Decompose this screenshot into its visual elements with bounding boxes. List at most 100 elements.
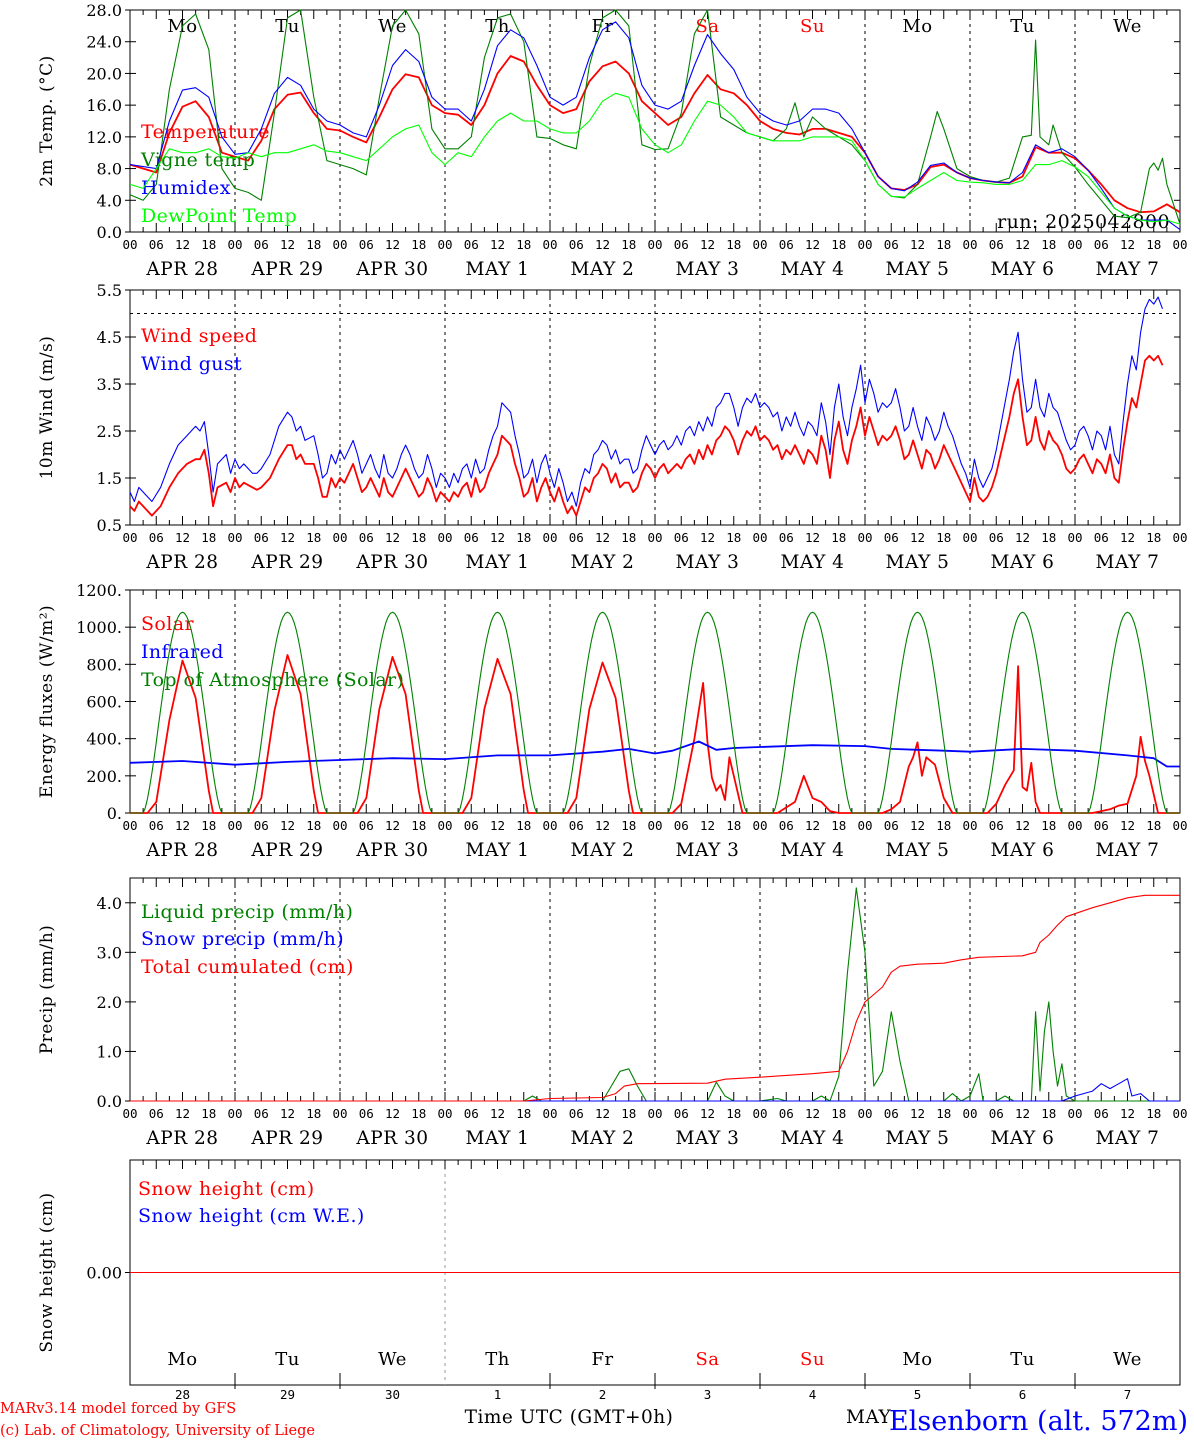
weekday-label: Mo bbox=[902, 16, 932, 37]
precip-date-label: MAY 4 bbox=[781, 1128, 845, 1149]
energy-legend-infrared: Infrared bbox=[141, 641, 224, 663]
energy-hour-label: 06 bbox=[884, 818, 899, 833]
energy-hour-label: 18 bbox=[621, 818, 636, 833]
precip-hour-label: 00 bbox=[227, 1106, 242, 1121]
wind-hour-label: 06 bbox=[359, 530, 374, 545]
wind-hour-label: 12 bbox=[700, 530, 715, 545]
energy-date-label: MAY 5 bbox=[886, 840, 950, 861]
precip-hour-label: 00 bbox=[752, 1106, 767, 1121]
precip-hour-label: 18 bbox=[726, 1106, 741, 1121]
wind-date-label: APR 28 bbox=[145, 552, 218, 573]
temp-y-tick-label: 0.0 bbox=[97, 223, 122, 242]
energy-hour-label: 00 bbox=[1172, 818, 1187, 833]
snow-day-number: 6 bbox=[1019, 1387, 1027, 1402]
wind-hour-label: 18 bbox=[1146, 530, 1161, 545]
weekday-label: Tu bbox=[275, 16, 300, 37]
wind-hour-label: 18 bbox=[201, 530, 216, 545]
temp-hour-label: 06 bbox=[254, 237, 269, 252]
energy-hour-label: 00 bbox=[437, 818, 452, 833]
precip-hour-label: 00 bbox=[437, 1106, 452, 1121]
wind-hour-label: 18 bbox=[621, 530, 636, 545]
temp-hour-label: 06 bbox=[779, 237, 794, 252]
precip-date-label: MAY 1 bbox=[466, 1128, 530, 1149]
wind-y-tick-label: 4.5 bbox=[97, 328, 122, 347]
snow-weekday-label: Tu bbox=[275, 1349, 300, 1370]
energy-hour-label: 06 bbox=[359, 818, 374, 833]
precip-hour-label: 00 bbox=[1067, 1106, 1082, 1121]
temp-hour-label: 06 bbox=[359, 237, 374, 252]
temp-hour-label: 06 bbox=[464, 237, 479, 252]
wind-date-label: MAY 3 bbox=[676, 552, 740, 573]
precip-legend-cumulated: Total cumulated (cm) bbox=[141, 956, 354, 978]
energy-y-tick-label: 0. bbox=[107, 804, 122, 823]
wind-hour-label: 00 bbox=[647, 530, 662, 545]
temp-date-label: APR 28 bbox=[145, 259, 218, 280]
energy-hour-label: 12 bbox=[490, 818, 505, 833]
precip-hour-label: 06 bbox=[884, 1106, 899, 1121]
panels: 0.04.08.012.016.020.024.028.02m Temp. (°… bbox=[37, 1, 1188, 1402]
precip-y-tick-label: 2.0 bbox=[97, 993, 122, 1012]
weekday-label: Sa bbox=[695, 16, 719, 37]
wind-hour-label: 00 bbox=[857, 530, 872, 545]
energy-date-label: APR 30 bbox=[355, 840, 428, 861]
temp-hour-label: 12 bbox=[280, 237, 295, 252]
x-axis-title: Time UTC (GMT+0h) bbox=[465, 1407, 674, 1428]
wind-hour-label: 12 bbox=[280, 530, 295, 545]
wind-date-label: MAY 7 bbox=[1096, 552, 1160, 573]
precip-hour-label: 12 bbox=[385, 1106, 400, 1121]
energy-series-solar bbox=[130, 654, 1180, 814]
snow-day-number: 1 bbox=[494, 1387, 502, 1402]
energy-date-label: MAY 2 bbox=[571, 840, 635, 861]
precip-hour-label: 18 bbox=[936, 1106, 951, 1121]
temp-hour-label: 12 bbox=[1120, 237, 1135, 252]
temp-date-label: APR 30 bbox=[355, 259, 428, 280]
precip-hour-label: 12 bbox=[1120, 1106, 1135, 1121]
temp-hour-label: 06 bbox=[884, 237, 899, 252]
wind-date-label: MAY 6 bbox=[991, 552, 1055, 573]
wind-hour-label: 12 bbox=[805, 530, 820, 545]
temp-series-vigne bbox=[129, 9, 1181, 225]
bottom-month-label: MAY bbox=[846, 1407, 892, 1428]
wind-y-tick-label: 1.5 bbox=[97, 469, 122, 488]
energy-y-tick-label: 600. bbox=[86, 693, 122, 712]
energy-hour-label: 18 bbox=[1041, 818, 1056, 833]
energy-date-label: MAY 4 bbox=[781, 840, 845, 861]
wind-hour-label: 06 bbox=[674, 530, 689, 545]
temp-date-label: MAY 7 bbox=[1096, 259, 1160, 280]
precip-date-label: MAY 3 bbox=[676, 1128, 740, 1149]
snow-weekday-label: We bbox=[1113, 1349, 1142, 1370]
wind-y-label: 10m Wind (m/s) bbox=[37, 336, 57, 480]
snow-weekday-label: Fr bbox=[591, 1349, 613, 1370]
wind-y-tick-label: 5.5 bbox=[97, 281, 122, 300]
energy-date-label: MAY 6 bbox=[991, 840, 1055, 861]
temp-y-tick-label: 8.0 bbox=[97, 160, 122, 179]
temp-y-tick-label: 16.0 bbox=[86, 96, 122, 115]
snow-day-number: 5 bbox=[914, 1387, 922, 1402]
energy-hour-label: 12 bbox=[700, 818, 715, 833]
energy-y-label: Energy fluxes (W/m²) bbox=[37, 605, 57, 798]
temp-hour-label: 12 bbox=[595, 237, 610, 252]
temp-date-label: MAY 6 bbox=[991, 259, 1055, 280]
wind-legend-wind_gust: Wind gust bbox=[141, 353, 242, 375]
wind-hour-label: 00 bbox=[962, 530, 977, 545]
precip-hour-label: 06 bbox=[149, 1106, 164, 1121]
temp-hour-label: 00 bbox=[122, 237, 137, 252]
wind-date-label: APR 29 bbox=[250, 552, 323, 573]
temp-date-label: MAY 3 bbox=[676, 259, 740, 280]
precip-date-label: MAY 7 bbox=[1096, 1128, 1160, 1149]
energy-hour-label: 00 bbox=[542, 818, 557, 833]
energy-hour-label: 12 bbox=[805, 818, 820, 833]
energy-hour-label: 18 bbox=[1146, 818, 1161, 833]
snow-day-number: 7 bbox=[1124, 1387, 1132, 1402]
temp-hour-label: 18 bbox=[936, 237, 951, 252]
energy-y-tick-label: 800. bbox=[86, 655, 122, 674]
precip-legend-liquid: Liquid precip (mm/h) bbox=[141, 901, 353, 923]
precip-hour-label: 06 bbox=[989, 1106, 1004, 1121]
energy-hour-label: 06 bbox=[674, 818, 689, 833]
wind-hour-label: 12 bbox=[910, 530, 925, 545]
snow-day-number: 4 bbox=[809, 1387, 817, 1402]
energy-hour-label: 06 bbox=[149, 818, 164, 833]
wind-hour-label: 06 bbox=[149, 530, 164, 545]
temp-hour-label: 00 bbox=[1067, 237, 1082, 252]
panel-temp: 0.0 4.0 8.0 12.0 16.0 20.0 24.0 28.0 2m Temp. (°… bbox=[37, 1, 1188, 280]
